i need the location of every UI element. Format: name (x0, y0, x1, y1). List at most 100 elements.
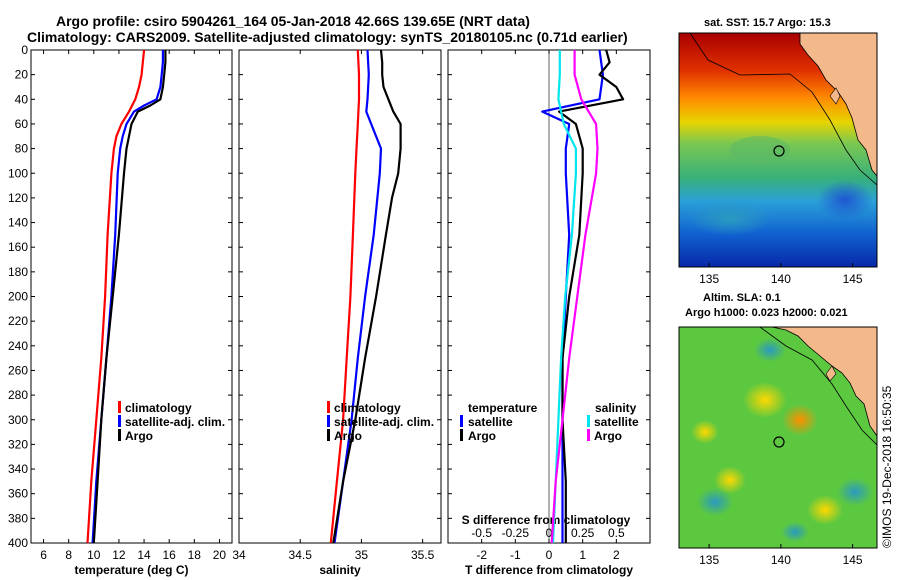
depth-tick-label: 60 (15, 117, 29, 131)
depth-tick-label: 240 (8, 339, 28, 353)
sla-low (781, 522, 809, 542)
depth-tick-label: 100 (8, 166, 28, 180)
difference-panel: -2 -1 0 1 2-0.5 -0.25 0 0.25 0.5S difference fro… (447, 49, 651, 577)
sst-eddy (688, 200, 772, 236)
legend-swatch-climatology (327, 401, 330, 413)
sla-map: Altim. SLA: 0.1 Argo h1000: 0.023 h2000:… (678, 292, 878, 567)
x-tick-label: -2 (476, 548, 487, 562)
title-line-1: Argo profile: csiro 5904261_164 05-Jan-2… (56, 13, 530, 29)
sla-high (691, 420, 719, 444)
sla-high (743, 382, 787, 418)
sst-cold-patch (817, 180, 873, 220)
x-tick-label: 18 (188, 548, 202, 562)
legend-swatch-sal-argo (587, 429, 590, 441)
x-tick-label: 6 (40, 548, 47, 562)
s-diff-tick-label: -0.25 (502, 526, 530, 540)
s-diff-tick-label: 0.5 (608, 526, 625, 540)
legend-climatology: climatology (334, 401, 401, 415)
sst-argo-location (773, 145, 785, 157)
depth-tick-label: 0 (21, 43, 28, 57)
depth-tick-label: 180 (8, 265, 28, 279)
depth-tick-label: 280 (8, 388, 28, 402)
series-argo (92, 50, 167, 544)
sla-low (697, 488, 733, 516)
salinity-plot-area (238, 49, 442, 544)
temperature-legend: climatology satellite-adj. clim. Argo (118, 401, 225, 443)
legend-swatch-temp-argo (460, 429, 463, 441)
depth-tick-label: 220 (8, 314, 28, 328)
lon-tick-label: 140 (771, 272, 791, 286)
legend-argo: Argo (334, 429, 362, 443)
series-salinity-satellite (551, 50, 578, 544)
depth-tick-label: 20 (15, 68, 29, 82)
lon-tick-label: 135 (699, 272, 719, 286)
sst-land-tasmania (799, 33, 877, 177)
legend-climatology: climatology (125, 401, 192, 415)
depth-tick-label: 160 (8, 240, 28, 254)
s-diff-tick-label: -0.5 (471, 526, 492, 540)
legend-swatch-satellite (118, 415, 121, 427)
lon-tick-label: 145 (843, 553, 863, 567)
series-climatology (86, 49, 146, 544)
legend-swatch-satellite (327, 415, 330, 427)
legend-swatch-argo (118, 429, 121, 441)
sla-argo-location (773, 436, 785, 448)
legend-satellite-adj: satellite-adj. clim. (125, 415, 225, 429)
x-tick-label: 10 (87, 548, 101, 562)
legend-temp-satellite: satellite (468, 415, 513, 429)
legend-sal-satellite: satellite (594, 415, 639, 429)
series-temperature-argo (557, 49, 625, 543)
credit-footer: ©IMOS 19-Dec-2018 16:50:35 (880, 385, 894, 548)
x-tick-label: 8 (65, 548, 72, 562)
legend-temperature-heading: temperature (468, 401, 538, 415)
depth-tick-label: 380 (8, 511, 28, 525)
sst-island (829, 87, 841, 105)
sst-patch (730, 136, 790, 164)
depth-tick-label: 400 (8, 536, 28, 550)
sla-low (754, 338, 786, 362)
legend-temp-argo: Argo (468, 429, 496, 443)
lon-tick-label: 135 (699, 553, 719, 567)
x-tick-label: 1 (579, 548, 586, 562)
depth-tick-label: 140 (8, 216, 28, 230)
x-tick-label: 12 (112, 548, 126, 562)
x-tick-label: 2 (613, 548, 620, 562)
salinity-panel: 34 34.5 35 35.5 salinity (232, 49, 442, 577)
sla-map-title-1: Altim. SLA: 0.1 (703, 292, 781, 304)
lon-tick-label: 140 (771, 553, 791, 567)
x-tick-label: 20 (213, 548, 227, 562)
x-tick-label: 34 (232, 548, 246, 562)
x-tick-label: 35.5 (411, 548, 435, 562)
sla-low (837, 478, 873, 506)
depth-tick-label: 340 (8, 462, 28, 476)
legend-salinity-heading: salinity (595, 401, 637, 415)
title-line-2: Climatology: CARS2009. Satellite-adjuste… (27, 29, 628, 45)
depth-tick-label: 80 (15, 142, 29, 156)
sst-frame (678, 32, 878, 268)
sla-island (825, 365, 837, 382)
difference-legend: temperature satellite Argo salinity sate… (460, 401, 639, 443)
depth-tick-label: 260 (8, 363, 28, 377)
depth-tick-label: 300 (8, 413, 28, 427)
sla-land-tasmania (771, 327, 877, 437)
salinity-axis-label: salinity (319, 563, 361, 577)
legend-swatch-climatology (118, 401, 121, 413)
depth-tick-label: 360 (8, 487, 28, 501)
sla-high (807, 495, 843, 525)
sst-map-title: sat. SST: 15.7 Argo: 15.3 (704, 17, 831, 29)
difference-axis-label: T difference from climatology (465, 563, 633, 577)
depth-tick-label: 200 (8, 290, 28, 304)
x-tick-label: 16 (163, 548, 177, 562)
legend-swatch-sal-satellite (587, 415, 590, 427)
temperature-panel: 0 20 40 60 80 100 120 140 160 180 200 220 240 260 280 3… (8, 43, 233, 577)
sla-high (714, 466, 746, 494)
x-tick-label: 14 (137, 548, 151, 562)
sst-contour (689, 33, 877, 186)
legend-swatch-argo (327, 429, 330, 441)
s-diff-tick-label: 0.25 (571, 526, 595, 540)
temperature-plot-area (30, 49, 233, 544)
series-climatology (329, 49, 361, 544)
s-diff-axis-label: S difference from climatology (462, 513, 631, 527)
